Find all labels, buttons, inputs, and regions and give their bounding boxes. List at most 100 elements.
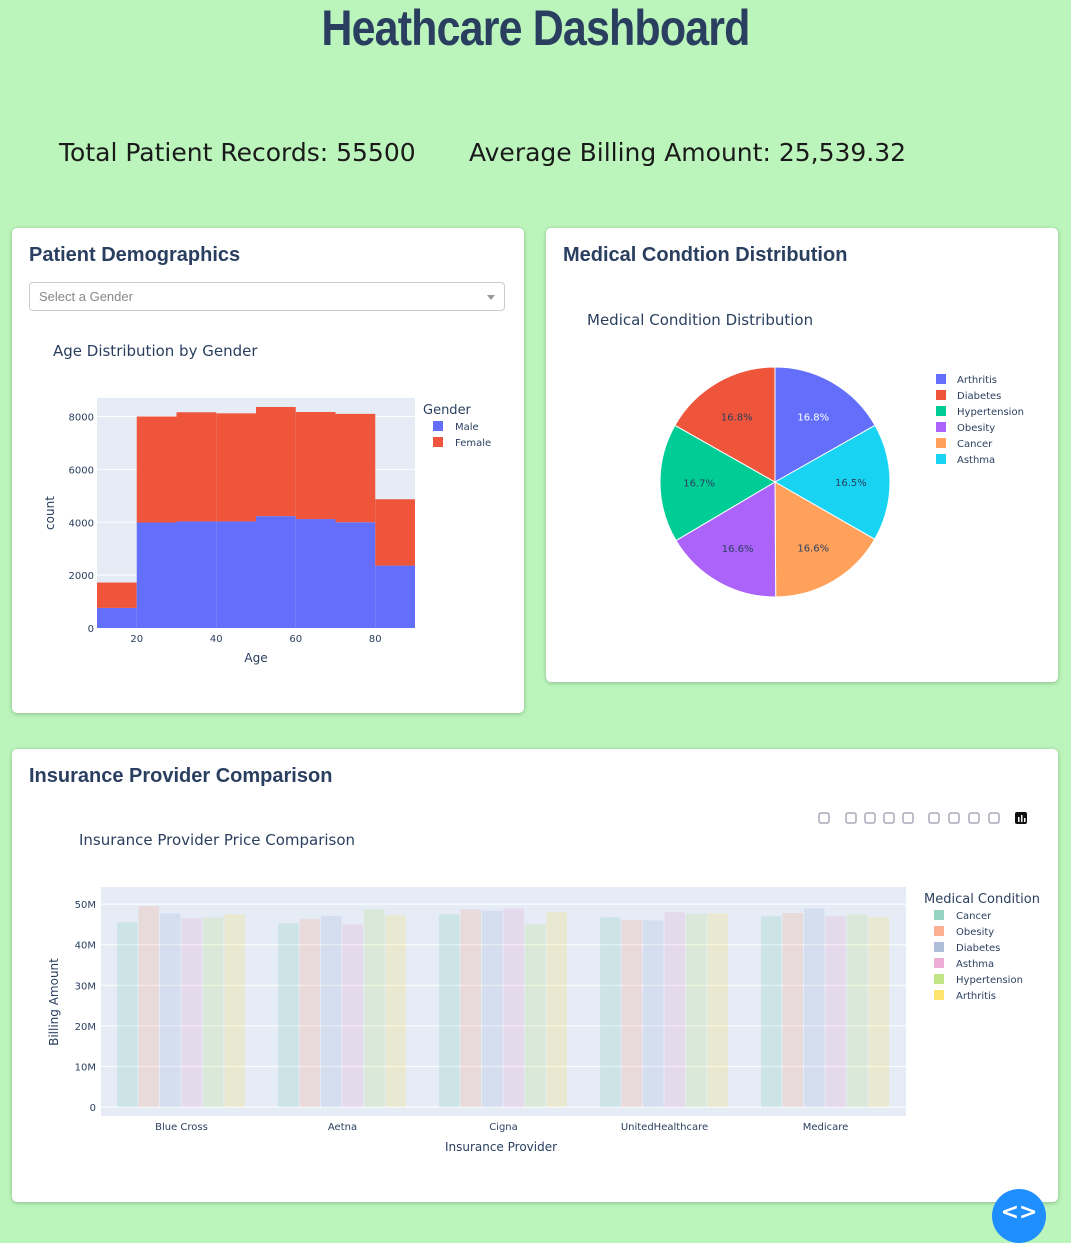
legend-swatch-diabetes xyxy=(936,390,946,400)
pie-slice-obesity xyxy=(675,481,777,598)
medical-condition-card: Medical Condtion Distribution Medical Co… xyxy=(546,228,1058,682)
insurance-bar-arthritis xyxy=(385,915,406,1107)
autoscale-icon[interactable] xyxy=(967,810,981,824)
legend-swatch-female xyxy=(433,437,443,447)
legend-label-diabetes: Diabetes xyxy=(957,391,1001,402)
pan-icon[interactable] xyxy=(863,810,877,824)
chevron-down-icon[interactable] xyxy=(487,295,495,300)
insurance-y-tick: 40M xyxy=(75,941,96,952)
histogram-legend-title: Gender xyxy=(423,403,472,418)
insurance-x-tick: Blue Cross xyxy=(155,1122,208,1133)
insurance-x-label: Insurance Provider xyxy=(445,1140,557,1154)
insurance-bar-cancer xyxy=(439,914,460,1107)
condition-pie-chart[interactable]: Medical Condition Distribution 16.8% 16.5… xyxy=(546,228,1058,682)
insurance-bar-asthma xyxy=(825,916,846,1107)
total-records-stat: Total Patient Records: 55500 xyxy=(59,138,416,167)
histogram-y-label: count xyxy=(43,496,57,530)
insurance-bar-diabetes xyxy=(160,913,181,1107)
insurance-y-label: Billing Amount xyxy=(47,958,61,1046)
legend-label-asthma: Asthma xyxy=(956,959,994,970)
histogram-bar-male xyxy=(375,565,415,628)
histogram-bar-female xyxy=(375,499,415,566)
histogram-bar-male xyxy=(295,519,336,628)
insurance-bar-arthritis xyxy=(868,917,889,1107)
legend-swatch-cancer xyxy=(936,438,946,448)
legend-label-cancer: Cancer xyxy=(957,439,993,450)
camera-icon[interactable] xyxy=(817,810,831,824)
legend-swatch-arthritis xyxy=(934,990,944,1000)
insurance-bar-asthma xyxy=(503,908,524,1107)
insurance-bar-hypertension xyxy=(846,914,868,1107)
insurance-bar-cancer xyxy=(117,922,138,1107)
legend-swatch-asthma xyxy=(936,454,946,464)
insurance-bar-chart[interactable]: Insurance Provider Price Comparison 0 10M… xyxy=(12,749,1058,1202)
histogram-bar-male xyxy=(97,607,137,628)
age-histogram-chart[interactable]: Age Distribution by Gender 0 2000 4000 6000… xyxy=(12,228,524,713)
histogram-bar-female xyxy=(295,412,336,520)
legend-label-diabetes: Diabetes xyxy=(956,943,1000,954)
insurance-bar-arthritis xyxy=(546,912,567,1107)
pie-slice-label: 16.8% xyxy=(721,412,753,423)
legend-swatch-arthritis xyxy=(936,374,946,384)
legend-swatch-cancer xyxy=(934,910,944,920)
insurance-legend-title: Medical Condition xyxy=(924,892,1040,907)
histogram-bar-female xyxy=(136,416,177,523)
insurance-chart-title: Insurance Provider Price Comparison xyxy=(79,831,355,849)
insurance-x-tick: Cigna xyxy=(489,1122,518,1133)
histogram-bar-male xyxy=(335,522,376,628)
insurance-y-tick: 30M xyxy=(75,981,96,992)
pie-slice-diabetes xyxy=(674,366,776,483)
pie-slice-asthma xyxy=(773,424,891,540)
histogram-y-tick: 6000 xyxy=(69,465,94,476)
legend-label-obesity: Obesity xyxy=(956,927,994,938)
insurance-bar-cancer xyxy=(278,923,299,1107)
insurance-bar-hypertension xyxy=(524,924,546,1107)
reset-axes-icon[interactable] xyxy=(987,810,1001,824)
avg-billing-stat: Average Billing Amount: 25,539.32 xyxy=(469,138,907,167)
insurance-bar-diabetes xyxy=(804,908,825,1107)
legend-label-asthma: Asthma xyxy=(957,455,995,466)
legend-swatch-obesity xyxy=(934,926,944,936)
lasso-icon[interactable] xyxy=(901,810,915,824)
insurance-bar-asthma xyxy=(342,924,363,1107)
insurance-bar-obesity xyxy=(782,913,804,1107)
insurance-bar-asthma xyxy=(181,918,202,1107)
box-select-icon[interactable] xyxy=(882,810,896,824)
zoom-out-icon[interactable] xyxy=(947,810,961,824)
histogram-x-tick: 80 xyxy=(369,634,382,645)
zoom-icon[interactable] xyxy=(844,810,858,824)
gender-select[interactable]: Select a Gender xyxy=(29,282,505,311)
pie-slice-label: 16.6% xyxy=(797,544,829,555)
histogram-bar-male xyxy=(136,522,177,628)
histogram-x-tick: 60 xyxy=(289,634,302,645)
pie-slice-label: 16.7% xyxy=(683,479,715,490)
pie-slice-hypertension xyxy=(659,424,776,542)
insurance-comparison-title: Insurance Provider Comparison xyxy=(29,765,333,787)
insurance-bar-cancer xyxy=(600,917,621,1107)
code-toggle-button[interactable]: <> xyxy=(992,1189,1046,1243)
legend-label-arthritis: Arthritis xyxy=(957,375,997,386)
histogram-x-label: Age xyxy=(244,651,267,665)
insurance-bar-obesity xyxy=(460,909,482,1107)
insurance-x-tick: UnitedHealthcare xyxy=(621,1122,708,1133)
legend-label-cancer: Cancer xyxy=(956,911,992,922)
zoom-in-icon[interactable] xyxy=(927,810,941,824)
legend-swatch-male xyxy=(433,421,443,431)
histogram-bar-male xyxy=(176,521,217,628)
legend-label-hypertension: Hypertension xyxy=(957,407,1024,418)
legend-label-arthritis: Arthritis xyxy=(956,991,996,1002)
patient-demographics-card: Patient Demographics Select a Gender Age… xyxy=(12,228,524,713)
plotly-logo-icon[interactable] xyxy=(1014,810,1028,824)
insurance-bar-hypertension xyxy=(685,913,707,1107)
legend-swatch-hypertension xyxy=(936,406,946,416)
legend-label-female: Female xyxy=(455,438,491,449)
histogram-bar-female xyxy=(256,406,296,517)
histogram-bar-male xyxy=(256,516,296,628)
insurance-x-tick: Medicare xyxy=(803,1122,849,1133)
insurance-bar-hypertension xyxy=(363,909,385,1107)
insurance-bar-diabetes xyxy=(643,920,664,1107)
insurance-y-tick: 50M xyxy=(75,900,96,911)
insurance-bar-arthritis xyxy=(707,913,728,1107)
pie-slice-label: 16.5% xyxy=(835,478,867,489)
insurance-bar-obesity xyxy=(138,906,160,1107)
